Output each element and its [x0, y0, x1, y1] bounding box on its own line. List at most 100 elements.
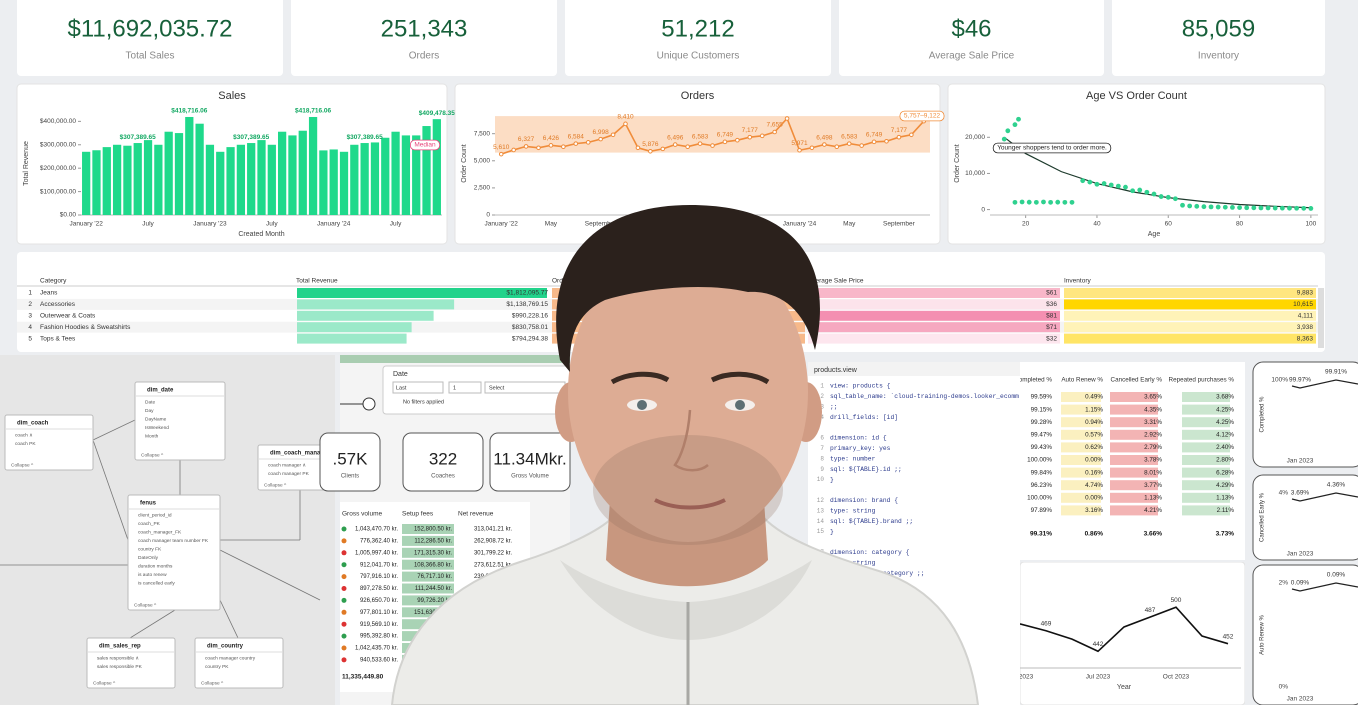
- cell: 97.89%: [1031, 507, 1053, 514]
- head: [568, 242, 808, 542]
- slider-knob: [362, 397, 376, 411]
- cell: 2.92%: [1144, 431, 1162, 438]
- setup-cell: [402, 547, 454, 558]
- point: [1005, 128, 1011, 134]
- cell: 2.80%: [1216, 457, 1234, 464]
- cell: 0.00%: [1085, 494, 1103, 501]
- point: [759, 133, 765, 139]
- x-tick-label: January '22: [485, 221, 519, 228]
- point: [548, 143, 554, 148]
- point: [1101, 181, 1107, 186]
- er-field: coach_PK: [138, 521, 161, 527]
- data-label: $307,389.65: [347, 134, 384, 141]
- mini-panel: [1252, 361, 1358, 468]
- kpi-label: Orders: [409, 51, 440, 62]
- data-label: 7,177: [891, 127, 908, 134]
- y-tick-label: 2,500: [474, 185, 491, 192]
- inventory: 10,615: [1293, 301, 1313, 308]
- point: [1115, 183, 1121, 189]
- kpi-card: [565, 0, 831, 76]
- x-tick-label: Jul 2023: [1086, 674, 1111, 681]
- er-field: coach_manager_FK: [138, 529, 182, 535]
- point: [1279, 205, 1285, 211]
- line-number: 15: [817, 528, 825, 535]
- y-tick-label: $400,000.00: [40, 118, 77, 125]
- er-collapse: Collapse ^: [264, 482, 287, 488]
- y-tick-label: $200,000.00: [40, 165, 77, 172]
- cell: 977,801.10 kr.: [360, 610, 398, 616]
- point: [822, 142, 827, 147]
- er-table: [134, 381, 226, 461]
- mini-line: [1291, 379, 1358, 389]
- status-icon: [341, 526, 347, 532]
- cell: 0.00%: [1085, 457, 1103, 464]
- point: [498, 151, 504, 157]
- bar: [205, 144, 215, 215]
- point: [1265, 205, 1271, 211]
- cell-bg: [1110, 467, 1158, 478]
- bar: [154, 144, 163, 215]
- bar: [391, 131, 400, 215]
- cell-bg: [1182, 505, 1230, 516]
- er-table: [257, 444, 335, 491]
- y-tick-label: 7,500: [474, 130, 491, 137]
- annotation-box: [899, 110, 945, 122]
- point: [1094, 181, 1100, 187]
- point: [1108, 182, 1114, 188]
- er-table: [194, 637, 284, 689]
- cell: 99.59%: [1031, 394, 1053, 401]
- category-name: Jeans: [40, 290, 58, 297]
- mini-line: [1291, 582, 1358, 592]
- asp: $36: [1046, 301, 1057, 308]
- trend-line: [1003, 136, 1311, 209]
- cell: 111,244.50 kr.: [415, 586, 452, 592]
- cell-bg: [1110, 505, 1158, 516]
- mini-point-label: 4.36%: [1327, 482, 1346, 489]
- cell: 99.43%: [1031, 444, 1053, 451]
- line-number: 13: [817, 507, 825, 514]
- bar: [236, 144, 245, 215]
- revenue-bar: [297, 333, 407, 344]
- revenue: $1,138,769.15: [506, 301, 548, 308]
- point: [834, 144, 840, 149]
- er-field: Day: [145, 408, 154, 414]
- point: [1158, 194, 1164, 199]
- status-icon: [341, 597, 347, 603]
- filter-count: 1: [453, 385, 456, 391]
- point: [1258, 205, 1264, 211]
- status-icon: [341, 621, 347, 627]
- data-label: 6,998: [593, 129, 610, 136]
- chart-title: Sales: [218, 90, 246, 102]
- bar: [360, 143, 369, 215]
- point: [871, 139, 877, 145]
- point: [1055, 199, 1061, 205]
- x-tick-label: 60: [1165, 221, 1173, 228]
- revenue: $1,812,095.77: [506, 290, 548, 297]
- er-field: coach PK: [15, 441, 36, 447]
- mini-point-label: 0.09%: [1327, 572, 1346, 579]
- er-collapse: Collapse ^: [201, 680, 224, 686]
- code-line: sql: ${TABLE}.id ;;: [830, 466, 902, 473]
- bar: [432, 119, 441, 215]
- mini-tick: 0%: [1279, 684, 1289, 691]
- er-table-name: dim_date: [147, 388, 174, 394]
- x-tick-label: 80: [1236, 221, 1244, 228]
- bar: [278, 131, 287, 215]
- mini-point-label: 99.97%: [1289, 377, 1311, 384]
- filter-period: Last: [396, 385, 407, 391]
- bar: [298, 130, 307, 215]
- data-label: 6,327: [518, 136, 535, 143]
- cell: 99,726.20 kr.: [417, 598, 452, 604]
- status-icon: [341, 574, 347, 580]
- column-header: Average Sale Price: [808, 278, 864, 285]
- point: [1026, 199, 1032, 205]
- mini-x-label: Jan 2023: [1287, 696, 1314, 703]
- revenue-bar: [297, 299, 455, 310]
- mini-x-label: Jan 2023: [1287, 551, 1314, 558]
- mini-point-label: 3.69%: [1291, 490, 1310, 497]
- data-label: 5,971: [791, 140, 808, 147]
- asp: $71: [1046, 324, 1057, 331]
- cell: 1,043,470.70 kr.: [355, 527, 398, 533]
- chart-group: Orders 0 2,500 5,000 7,500 January '22 May Sept…: [454, 83, 945, 245]
- x-axis-title: Year: [1117, 684, 1132, 691]
